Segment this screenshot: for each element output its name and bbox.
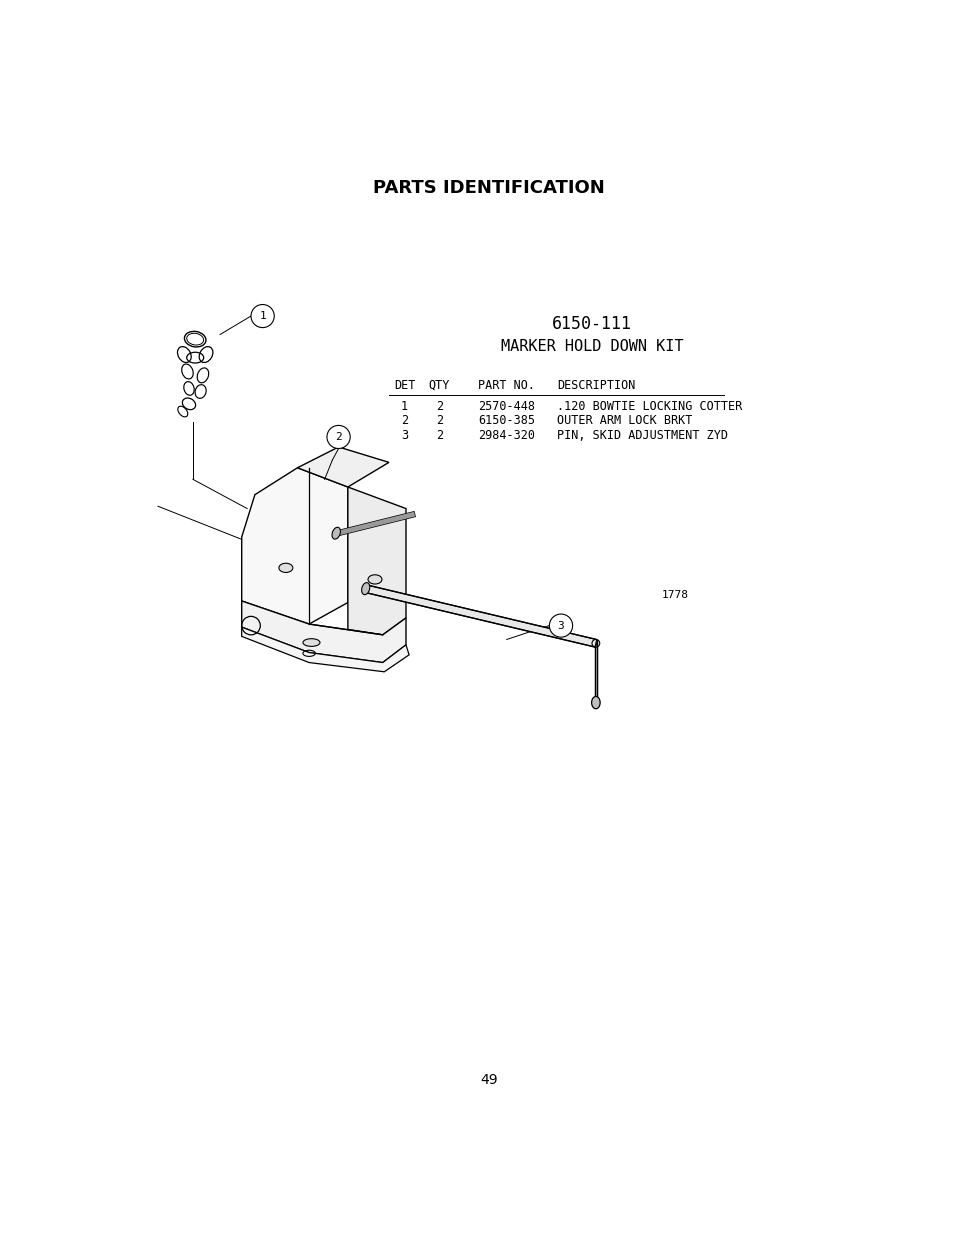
- Text: 2984-320: 2984-320: [477, 429, 535, 442]
- Polygon shape: [241, 468, 348, 624]
- Ellipse shape: [591, 697, 599, 709]
- Text: 49: 49: [479, 1073, 497, 1087]
- Text: DESCRIPTION: DESCRIPTION: [557, 379, 635, 391]
- Text: 6150-385: 6150-385: [477, 414, 535, 427]
- Text: 2: 2: [400, 414, 408, 427]
- Text: 2: 2: [335, 432, 341, 442]
- Text: 2: 2: [436, 414, 442, 427]
- Text: PARTS IDENTIFICATION: PARTS IDENTIFICATION: [373, 179, 604, 198]
- Polygon shape: [297, 447, 389, 487]
- Text: 1: 1: [259, 311, 266, 321]
- Circle shape: [549, 614, 572, 637]
- Text: 3: 3: [558, 621, 564, 631]
- Text: 6150-111: 6150-111: [552, 315, 631, 332]
- Text: OUTER ARM LOCK BRKT: OUTER ARM LOCK BRKT: [557, 414, 692, 427]
- Polygon shape: [241, 627, 409, 672]
- Text: 2570-448: 2570-448: [477, 400, 535, 412]
- Text: MARKER HOLD DOWN KIT: MARKER HOLD DOWN KIT: [500, 340, 682, 354]
- Text: PIN, SKID ADJUSTMENT ZYD: PIN, SKID ADJUSTMENT ZYD: [557, 429, 727, 442]
- Text: 2: 2: [436, 429, 442, 442]
- Circle shape: [327, 425, 350, 448]
- Text: 1778: 1778: [661, 590, 688, 600]
- Polygon shape: [364, 585, 597, 647]
- Ellipse shape: [303, 638, 319, 646]
- Ellipse shape: [332, 527, 340, 540]
- Ellipse shape: [368, 574, 381, 584]
- Text: PART NO.: PART NO.: [477, 379, 535, 391]
- Polygon shape: [348, 487, 406, 635]
- Text: .120 BOWTIE LOCKING COTTER: .120 BOWTIE LOCKING COTTER: [557, 400, 741, 412]
- Polygon shape: [241, 601, 406, 662]
- Text: 3: 3: [400, 429, 408, 442]
- Polygon shape: [595, 640, 597, 699]
- Text: 2: 2: [436, 400, 442, 412]
- Text: DET: DET: [394, 379, 415, 391]
- Text: 1: 1: [400, 400, 408, 412]
- Ellipse shape: [278, 563, 293, 573]
- Text: QTY: QTY: [428, 379, 450, 391]
- Ellipse shape: [361, 583, 370, 595]
- Circle shape: [251, 305, 274, 327]
